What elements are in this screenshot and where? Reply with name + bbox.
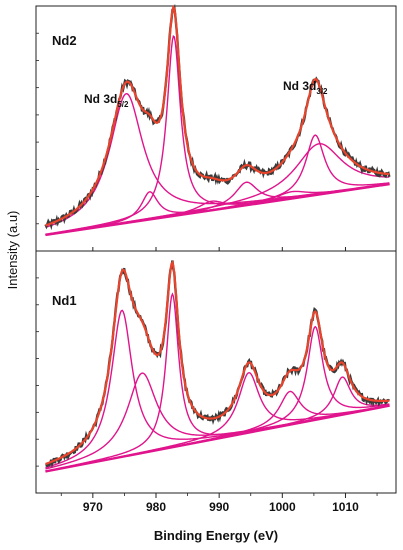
annotation-nd-3d52: Nd 3d5/2 [84,92,129,109]
x-axis-title: Binding Energy (eV) [154,528,278,543]
x-tick-label: 990 [209,500,229,514]
envelope-fit-line [45,4,390,227]
panel-nd1 [36,260,391,473]
raw-data-line [44,4,391,231]
top-panel-frame [35,5,397,252]
annotation-main: Nd 3d [283,79,316,93]
x-tick-label: 1000 [269,500,296,514]
x-tick-label: 980 [146,500,166,514]
component-peak-3 [45,292,390,472]
component-peak-7 [45,376,390,473]
x-tick-label: 1010 [332,500,359,514]
component-peak-8 [45,143,390,236]
x-tick-label: 970 [83,500,103,514]
annotation-nd-3d32: Nd 3d3/2 [283,79,328,96]
y-axis-title: Intensity (a.u) [5,211,20,290]
annotation-sub: 3/2 [316,87,328,96]
component-peak-1 [45,93,390,229]
component-peak-1 [45,309,390,469]
panel-label-nd2: Nd2 [52,33,77,48]
panel-nd2 [36,4,391,251]
annotation-main: Nd 3d [84,92,117,106]
bottom-panel-frame [35,250,397,494]
panel-label-nd1: Nd1 [52,293,77,308]
annotation-sub: 5/2 [117,100,129,109]
component-peak-6 [45,325,390,473]
x-axis: 970 980 990 1000 1010 [60,493,378,514]
envelope-fit-line [45,260,390,466]
